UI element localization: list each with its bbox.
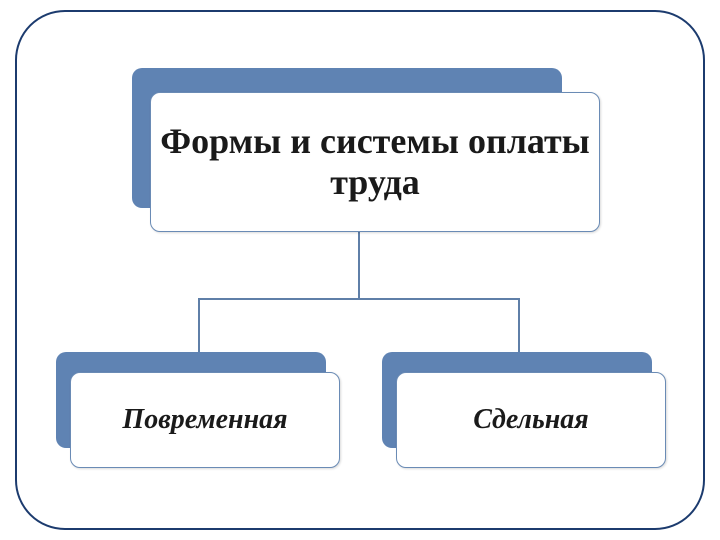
connector-drop-left — [198, 298, 200, 354]
root-label: Формы и системы оплаты труда — [151, 121, 599, 204]
root-node: Формы и системы оплаты труда — [150, 92, 600, 232]
child-label: Сдельная — [473, 404, 588, 436]
connector-hbar — [198, 298, 520, 300]
child-node-right: Сдельная — [396, 372, 666, 468]
child-label: Повременная — [122, 404, 287, 436]
connector-drop-right — [518, 298, 520, 354]
child-node-left: Повременная — [70, 372, 340, 468]
connector-trunk — [358, 232, 360, 298]
